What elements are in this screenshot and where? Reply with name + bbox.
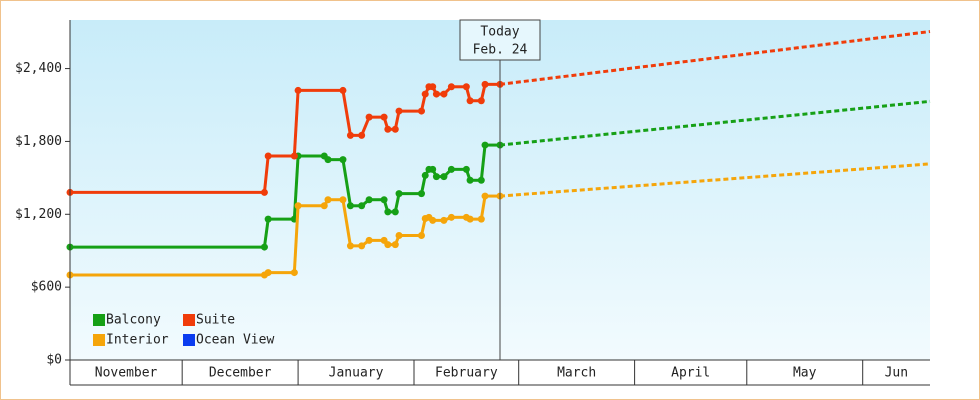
x-tick-label: December (209, 366, 272, 381)
point (477, 97, 485, 105)
line-segment (292, 205, 300, 273)
point (395, 107, 403, 115)
line-segment (262, 155, 270, 193)
x-tick-label: March (557, 366, 596, 381)
point (440, 216, 448, 224)
point (290, 269, 298, 277)
x-tick-label: February (435, 366, 498, 381)
point (365, 196, 373, 204)
point (466, 215, 474, 223)
point (391, 125, 399, 133)
point (481, 80, 489, 88)
projection-segment (499, 30, 931, 86)
point (432, 173, 440, 181)
point (417, 107, 425, 115)
point (466, 97, 474, 105)
point (358, 131, 366, 139)
point (346, 202, 354, 210)
line-segment (292, 155, 300, 220)
projection-segment (499, 99, 931, 147)
point (429, 216, 437, 224)
point (358, 202, 366, 210)
point (324, 156, 332, 164)
point (477, 176, 485, 184)
y-tick-label: $1,200 (15, 207, 62, 222)
y-tick-label: $1,800 (15, 134, 62, 149)
point (429, 165, 437, 173)
y-tick-label: $2,400 (15, 61, 62, 76)
legend-swatch (183, 334, 195, 346)
point (260, 243, 268, 251)
line-segment (262, 218, 270, 248)
point (421, 90, 429, 98)
point (358, 242, 366, 250)
point (290, 152, 298, 160)
point (391, 241, 399, 249)
point (339, 156, 347, 164)
y-tick-label: $0 (46, 353, 62, 368)
legend-swatch (93, 334, 105, 346)
point (440, 90, 448, 98)
today-date: Feb. 24 (473, 43, 528, 58)
point (264, 215, 272, 223)
point (294, 202, 302, 210)
x-tick-label: Jun (885, 366, 908, 381)
point (339, 86, 347, 94)
point (380, 113, 388, 121)
today-box (459, 19, 541, 61)
point (365, 236, 373, 244)
point (481, 192, 489, 200)
point (466, 176, 474, 184)
point (365, 113, 373, 121)
x-tick-label: April (671, 366, 710, 381)
point (260, 188, 268, 196)
point (481, 141, 489, 149)
line-segment (341, 90, 352, 136)
point (417, 232, 425, 240)
point (395, 190, 403, 198)
legend-swatch (183, 314, 195, 326)
point (384, 125, 392, 133)
point (440, 173, 448, 181)
legend-label: Balcony (106, 313, 161, 328)
point (346, 131, 354, 139)
point (447, 213, 455, 221)
x-tick-label: May (793, 366, 817, 381)
point (264, 152, 272, 160)
point (421, 171, 429, 179)
point (417, 190, 425, 198)
point (447, 165, 455, 173)
point (395, 232, 403, 240)
point (462, 165, 470, 173)
x-tick-label: November (95, 366, 158, 381)
y-tick-label: $600 (31, 280, 62, 295)
point (384, 208, 392, 216)
point (294, 86, 302, 94)
point (346, 242, 354, 250)
line-segment (479, 195, 487, 220)
x-tick-label: January (329, 366, 384, 381)
legend-label: Suite (196, 313, 235, 328)
legend-swatch (93, 314, 105, 326)
point (432, 90, 440, 98)
line-segment (341, 159, 352, 207)
point (324, 196, 332, 204)
point (429, 83, 437, 91)
line-segment (479, 144, 487, 181)
point (477, 215, 485, 223)
point (264, 269, 272, 277)
point (339, 196, 347, 204)
point (462, 83, 470, 91)
point (391, 208, 399, 216)
point (380, 196, 388, 204)
today-label: Today (480, 25, 519, 40)
legend-label: Ocean View (196, 333, 274, 348)
point (384, 241, 392, 249)
point (320, 202, 328, 210)
line-segment (292, 90, 300, 157)
point (447, 83, 455, 91)
line-segment (341, 199, 352, 247)
legend-label: Interior (106, 333, 169, 348)
